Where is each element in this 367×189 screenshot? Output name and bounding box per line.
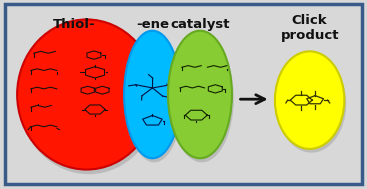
Ellipse shape bbox=[275, 51, 344, 149]
Ellipse shape bbox=[170, 35, 234, 162]
Ellipse shape bbox=[124, 31, 181, 158]
Text: catalyst: catalyst bbox=[170, 18, 230, 31]
Text: Click
product: Click product bbox=[280, 14, 339, 42]
Text: Thiol-: Thiol- bbox=[52, 18, 95, 31]
Ellipse shape bbox=[19, 24, 158, 174]
Ellipse shape bbox=[277, 55, 346, 153]
Ellipse shape bbox=[168, 31, 232, 158]
Ellipse shape bbox=[126, 35, 183, 162]
Text: -ene: -ene bbox=[136, 18, 169, 31]
Ellipse shape bbox=[17, 19, 156, 170]
